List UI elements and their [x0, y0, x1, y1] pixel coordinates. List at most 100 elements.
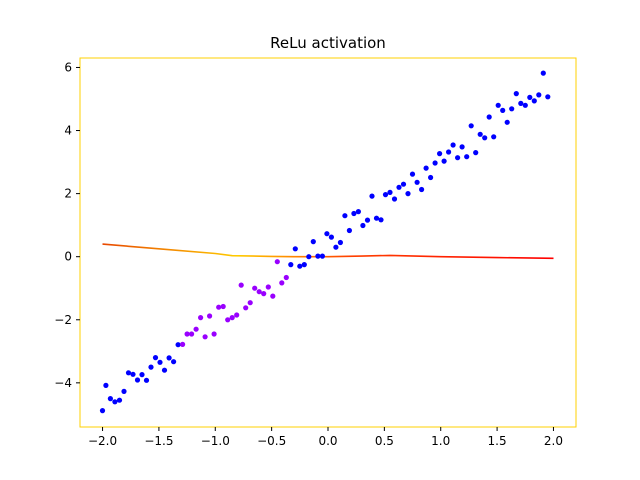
data-point [99, 408, 106, 414]
data-point [360, 222, 366, 229]
data-point [234, 312, 240, 318]
data-point [225, 317, 231, 323]
x-tick-label: −1.5 [144, 434, 173, 448]
y-tick-label: 4 [64, 124, 72, 138]
data-point [207, 313, 213, 319]
data-point [455, 155, 461, 161]
data-point [107, 396, 113, 402]
data-point [450, 142, 456, 148]
data-point [315, 253, 321, 259]
data-point [306, 254, 312, 260]
data-point [423, 165, 429, 171]
data-point [446, 149, 452, 155]
x-tick-label: 2.0 [544, 434, 563, 448]
data-point [491, 134, 497, 140]
data-point [310, 239, 316, 245]
x-axis: −2.0 −1.5 −1.0 −0.5 0.0 0.5 1.0 1.5 2.0 [88, 427, 563, 448]
data-point [175, 342, 181, 348]
data-point [540, 70, 546, 76]
data-point [193, 326, 199, 332]
data-point [486, 114, 492, 120]
data-point [355, 209, 361, 215]
y-tick-label: 0 [64, 250, 72, 264]
data-point [459, 144, 465, 150]
data-point [202, 334, 208, 340]
x-tick-label: −2.0 [88, 434, 117, 448]
data-point [116, 397, 123, 403]
data-point [527, 94, 533, 100]
data-point [324, 231, 330, 237]
data-point [351, 210, 357, 217]
data-point [121, 388, 127, 394]
data-point [333, 244, 339, 250]
data-point [531, 98, 537, 104]
data-point [198, 315, 204, 321]
data-point [279, 280, 285, 286]
data-point [518, 100, 524, 106]
data-point [256, 289, 262, 295]
data-point [252, 285, 258, 291]
data-point [419, 186, 425, 193]
data-point [500, 107, 506, 113]
data-point [301, 262, 307, 268]
y-tick-label: 2 [64, 187, 72, 201]
data-point [261, 291, 267, 297]
data-point [134, 377, 141, 383]
data-point [545, 94, 551, 100]
data-point [292, 246, 298, 252]
data-point [238, 282, 244, 288]
data-point [342, 213, 348, 219]
data-point [166, 355, 172, 361]
data-point [373, 215, 380, 221]
x-tick-label: −1.0 [201, 434, 230, 448]
data-point [513, 91, 519, 97]
data-point [464, 154, 470, 160]
data-point [220, 303, 226, 310]
data-point [125, 370, 132, 376]
data-point [405, 191, 411, 197]
data-point [112, 399, 118, 405]
data-point [400, 181, 407, 187]
data-point [409, 171, 416, 177]
data-point [473, 150, 479, 156]
data-point [468, 123, 474, 129]
data-point [180, 341, 186, 347]
data-point [414, 179, 420, 185]
data-point [270, 293, 276, 299]
data-point [288, 262, 294, 268]
data-point [482, 135, 488, 141]
data-point [319, 253, 325, 259]
data-point [265, 284, 271, 290]
data-point [432, 160, 438, 166]
data-point [247, 300, 253, 306]
data-point [536, 92, 542, 98]
data-point [477, 131, 483, 137]
data-point [346, 227, 352, 234]
data-point [143, 377, 150, 383]
data-point [428, 174, 434, 181]
data-point [364, 217, 371, 223]
x-tick-label: 0.5 [375, 434, 394, 448]
y-tick-label: 6 [64, 60, 72, 74]
data-point [243, 305, 249, 311]
data-point [274, 259, 280, 265]
data-point [437, 151, 443, 157]
data-point [387, 189, 393, 195]
data-points-group [99, 70, 551, 414]
x-tick-label: 1.0 [431, 434, 450, 448]
data-point [509, 106, 515, 112]
data-point [396, 184, 402, 190]
data-point [378, 217, 384, 223]
chart-title: ReLu activation [270, 34, 386, 52]
x-tick-label: −0.5 [257, 434, 286, 448]
data-point [216, 304, 222, 310]
data-point [148, 364, 154, 370]
data-point [441, 158, 447, 164]
y-tick-label: −4 [54, 376, 72, 390]
data-point [152, 355, 159, 361]
data-point [211, 331, 217, 337]
data-point [495, 102, 501, 108]
data-point [171, 359, 177, 365]
